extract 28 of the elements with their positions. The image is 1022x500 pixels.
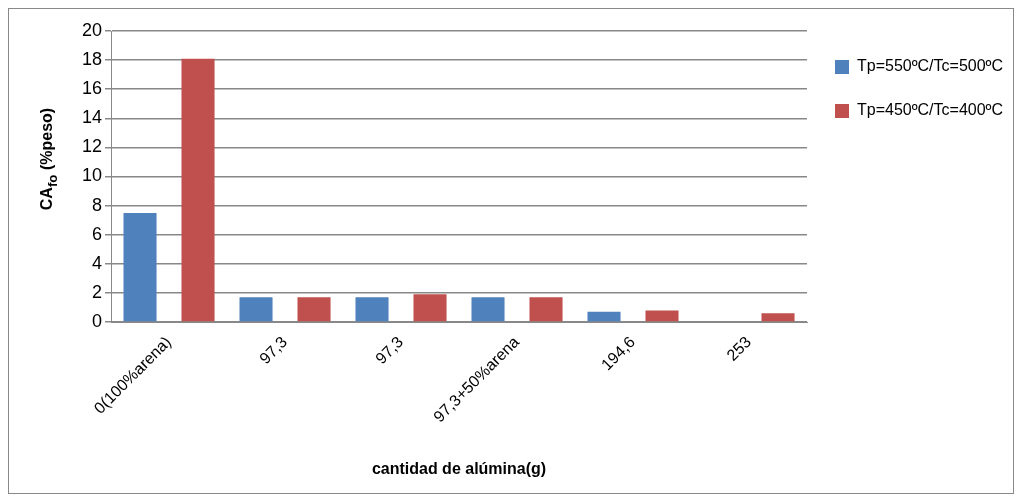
bar — [297, 297, 331, 322]
y-tick-label: 0 — [92, 310, 103, 331]
y-tick-label: 20 — [81, 19, 103, 40]
bar — [529, 297, 563, 322]
bar — [645, 310, 679, 322]
bar — [587, 311, 621, 322]
x-tick-label: 97,3 — [372, 332, 407, 368]
y-tick-label: 10 — [81, 165, 103, 186]
y-tick-label: 16 — [81, 78, 103, 99]
y-tick-label: 8 — [92, 194, 103, 215]
y-tick-label: 12 — [81, 136, 103, 157]
bar — [471, 297, 505, 322]
x-axis-title: cantidad de alúmina(g) — [371, 459, 547, 477]
bar — [181, 58, 215, 322]
bar — [761, 313, 795, 322]
bar — [413, 294, 447, 322]
legend-label: Tp=450ºC/Tc=400ºC — [857, 101, 1004, 119]
y-tick-label: 18 — [81, 49, 103, 70]
bar — [355, 297, 389, 322]
y-tick-label: 14 — [81, 107, 103, 128]
legend-label: Tp=550ºC/Tc=500ºC — [857, 57, 1004, 75]
bar — [123, 212, 157, 322]
y-tick-label: 2 — [92, 281, 103, 302]
x-tick-label: 253 — [723, 332, 755, 364]
x-tick-label: 97,3 — [256, 332, 291, 368]
bar — [239, 297, 273, 322]
y-tick-label: 6 — [92, 223, 103, 244]
y-tick-label: 4 — [92, 252, 103, 273]
